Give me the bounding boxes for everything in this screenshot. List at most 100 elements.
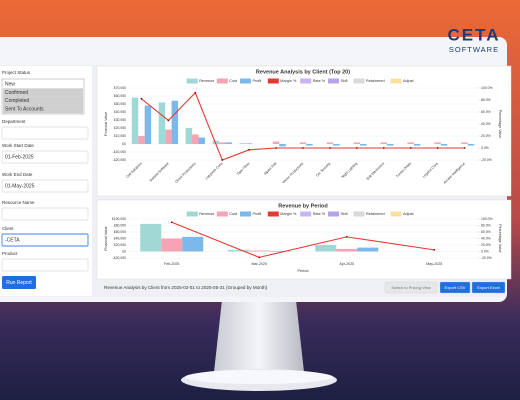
bar bbox=[461, 142, 468, 144]
y2-tick-label: -20.0% bbox=[481, 256, 492, 260]
field-label: Product bbox=[2, 251, 18, 256]
legend-swatch bbox=[353, 211, 365, 217]
y2-tick-label: 80.0% bbox=[481, 223, 491, 227]
x-tick-label: Feb-2025 bbox=[164, 262, 179, 266]
listbox-option[interactable]: New bbox=[5, 82, 15, 88]
field-label: Department bbox=[2, 119, 26, 124]
bar bbox=[131, 97, 139, 144]
input[interactable] bbox=[1, 258, 89, 272]
line-point bbox=[221, 159, 224, 161]
listbox-option[interactable]: Confirmed bbox=[5, 90, 28, 96]
bar bbox=[315, 245, 337, 252]
x-axis-title: Period bbox=[298, 269, 309, 273]
listbox-option[interactable]: Sent To Accounts bbox=[5, 107, 44, 113]
legend-label: Skill bbox=[341, 79, 348, 83]
y-tick-label: £60,000 bbox=[114, 94, 126, 98]
footer-button[interactable] bbox=[439, 281, 471, 294]
x-tick-label: Mar-2025 bbox=[252, 262, 267, 266]
legend-swatch bbox=[300, 211, 312, 217]
legend-label: Retainered bbox=[366, 79, 385, 83]
y-tick-label: £20,000 bbox=[114, 243, 126, 247]
bar bbox=[158, 102, 166, 144]
bar bbox=[336, 248, 358, 252]
line-point bbox=[433, 248, 436, 251]
y-tick-label: £100,000 bbox=[112, 217, 126, 221]
legend-label: Rate % bbox=[313, 79, 326, 83]
bar bbox=[144, 105, 152, 144]
bar bbox=[326, 142, 334, 144]
footer-button-label[interactable]: Export CSV bbox=[445, 285, 466, 290]
line-point bbox=[248, 148, 251, 151]
legend-swatch bbox=[300, 78, 312, 84]
listbox-option[interactable]: Completed bbox=[5, 98, 29, 104]
footer-button-label[interactable]: Export Excel bbox=[477, 285, 500, 290]
bar bbox=[467, 144, 475, 146]
legend-swatch bbox=[267, 211, 279, 217]
y2-tick-label: 100.0% bbox=[481, 86, 493, 90]
bar bbox=[161, 238, 183, 252]
bar bbox=[192, 134, 199, 144]
logo-tagline: SOFTWARE bbox=[449, 45, 499, 54]
line bbox=[171, 221, 435, 258]
line-point bbox=[194, 91, 197, 94]
bar bbox=[434, 142, 441, 144]
y-tick-label: -£20,000 bbox=[113, 256, 126, 260]
bar bbox=[360, 144, 367, 146]
bar bbox=[227, 249, 249, 252]
bar bbox=[248, 250, 270, 252]
chart-title: Revenue Analysis by Client (Top 20) bbox=[256, 69, 350, 75]
legend-swatch bbox=[390, 78, 402, 84]
line-point bbox=[302, 147, 304, 149]
footer-button[interactable] bbox=[384, 281, 438, 294]
run-button[interactable] bbox=[2, 276, 36, 289]
footer-button-label[interactable]: Switch to Pricing View bbox=[391, 285, 430, 290]
bar bbox=[299, 142, 307, 144]
footer-button[interactable] bbox=[471, 281, 506, 294]
y2-tick-label: 0.0% bbox=[481, 249, 489, 253]
y2-tick-label: 60.0% bbox=[481, 230, 491, 234]
y-tick-label: -£20,000 bbox=[113, 158, 126, 162]
legend-label: Revenue bbox=[199, 212, 214, 216]
y2-tick-label: 20.0% bbox=[481, 243, 491, 247]
input[interactable] bbox=[1, 179, 89, 193]
line-point bbox=[436, 147, 439, 149]
line-point bbox=[170, 221, 173, 224]
input[interactable] bbox=[1, 150, 89, 164]
line-point bbox=[345, 235, 348, 238]
input[interactable] bbox=[1, 207, 89, 221]
bar bbox=[407, 142, 414, 144]
monitor-neck bbox=[214, 300, 304, 372]
legend-swatch bbox=[240, 211, 251, 217]
input[interactable] bbox=[1, 126, 89, 140]
y-tick-label: £10,000 bbox=[114, 134, 126, 138]
input-value: -CETA bbox=[5, 238, 20, 244]
bar bbox=[272, 141, 280, 144]
bar bbox=[306, 144, 313, 146]
y-tick-label: £30,000 bbox=[114, 118, 126, 122]
legend-label: Cost bbox=[229, 212, 238, 216]
line-point bbox=[167, 119, 170, 122]
input[interactable] bbox=[1, 233, 89, 247]
line-point bbox=[275, 147, 277, 149]
run-button-label[interactable]: Run Report bbox=[6, 280, 32, 286]
y2-tick-label: 0.0% bbox=[481, 146, 489, 150]
legend-label: Margin % bbox=[280, 79, 297, 83]
line-point bbox=[409, 147, 412, 149]
bar bbox=[185, 128, 193, 144]
bar bbox=[219, 142, 226, 144]
x-tick-label: Apr-2025 bbox=[339, 262, 354, 266]
line-point bbox=[463, 147, 466, 149]
line-point bbox=[355, 147, 358, 149]
bar bbox=[182, 236, 204, 252]
y-tick-label: £50,000 bbox=[114, 102, 126, 106]
legend-label: Margin % bbox=[280, 212, 297, 216]
y-tick-label: £80,000 bbox=[114, 223, 126, 227]
legend-label: Cost bbox=[229, 79, 238, 83]
bar bbox=[357, 247, 379, 252]
chart-title: Revenue by Period bbox=[278, 203, 328, 209]
y-axis-title: Financial Value bbox=[104, 112, 108, 136]
option-highlight bbox=[3, 96, 83, 105]
logo-name: CETA bbox=[447, 25, 500, 44]
